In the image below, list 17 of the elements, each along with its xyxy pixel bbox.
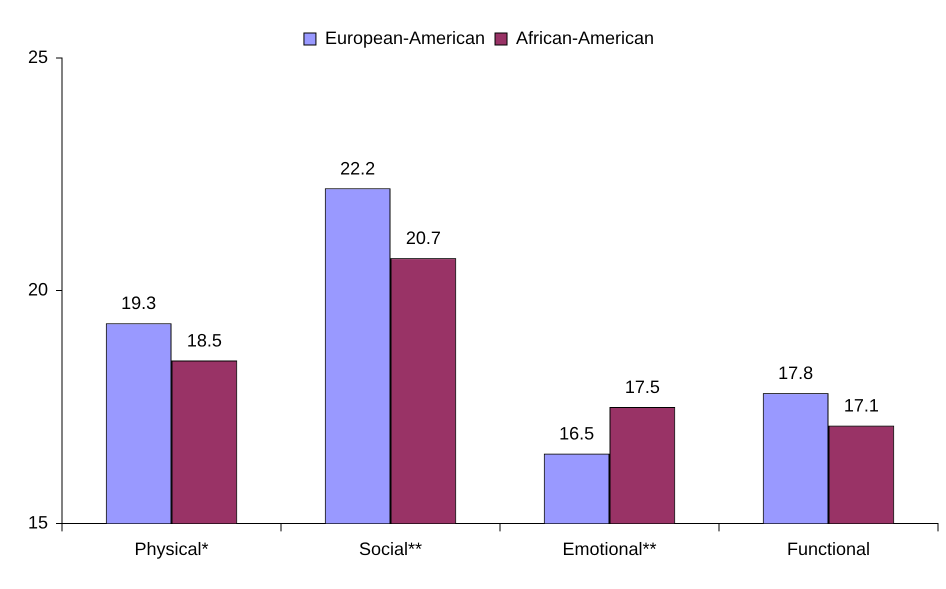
data-label: 19.3 [121, 293, 156, 314]
data-label: 22.2 [340, 158, 376, 178]
data-label: 17.8 [778, 363, 814, 384]
data-label: 16.5 [559, 424, 594, 444]
x-tick-label: Functional [786, 539, 870, 560]
x-tick-label: Emotional** [562, 539, 657, 560]
y-tick-label: 20 [28, 280, 48, 300]
data-label: 17.1 [844, 396, 879, 416]
x-tick-label: Physical* [134, 539, 209, 560]
legend-label: European-American [324, 28, 486, 48]
data-label: 17.5 [624, 377, 660, 398]
y-tick-label: 15 [28, 512, 48, 532]
legend-label: African-American [516, 28, 654, 48]
data-label: 18.5 [186, 330, 222, 350]
x-tick-label: Social** [358, 539, 422, 560]
data-label: 20.7 [406, 228, 441, 248]
y-tick-label: 25 [28, 46, 48, 67]
